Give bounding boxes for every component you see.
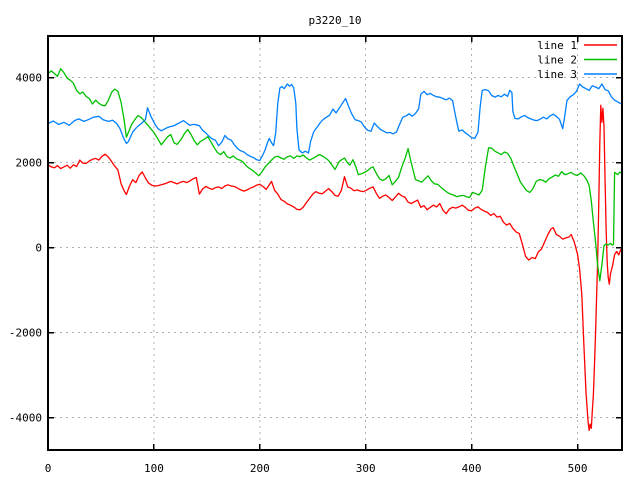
series-line-3 <box>47 83 623 162</box>
axis-labels: -4000 -2000 0 2000 4000 0 100 200 300 400 500 <box>9 72 588 475</box>
grid-lines <box>48 36 622 450</box>
legend-label-2: line 2 <box>537 54 577 67</box>
series-lines <box>47 68 623 432</box>
x-tick-label: 500 <box>568 462 588 475</box>
series-line-1 <box>47 104 623 432</box>
y-tick-label: 0 <box>35 242 42 255</box>
plot-border <box>47 35 623 451</box>
y-tick-label: 2000 <box>16 157 43 170</box>
legend-label-1: line 1 <box>537 39 577 52</box>
chart-title: p3220_10 <box>309 14 362 27</box>
legend-label-3: line 3 <box>537 68 577 81</box>
series-line-2 <box>47 68 623 282</box>
x-tick-label: 200 <box>250 462 270 475</box>
y-tick-label: 4000 <box>16 72 43 85</box>
x-tick-label: 300 <box>356 462 376 475</box>
axis-ticks <box>47 36 622 450</box>
y-tick-label: -4000 <box>9 412 42 425</box>
plot-border-rect <box>47 35 623 451</box>
x-tick-label: 100 <box>144 462 164 475</box>
x-tick-label: 400 <box>462 462 482 475</box>
y-tick-label: -2000 <box>9 327 42 340</box>
x-tick-label: 0 <box>45 462 52 475</box>
